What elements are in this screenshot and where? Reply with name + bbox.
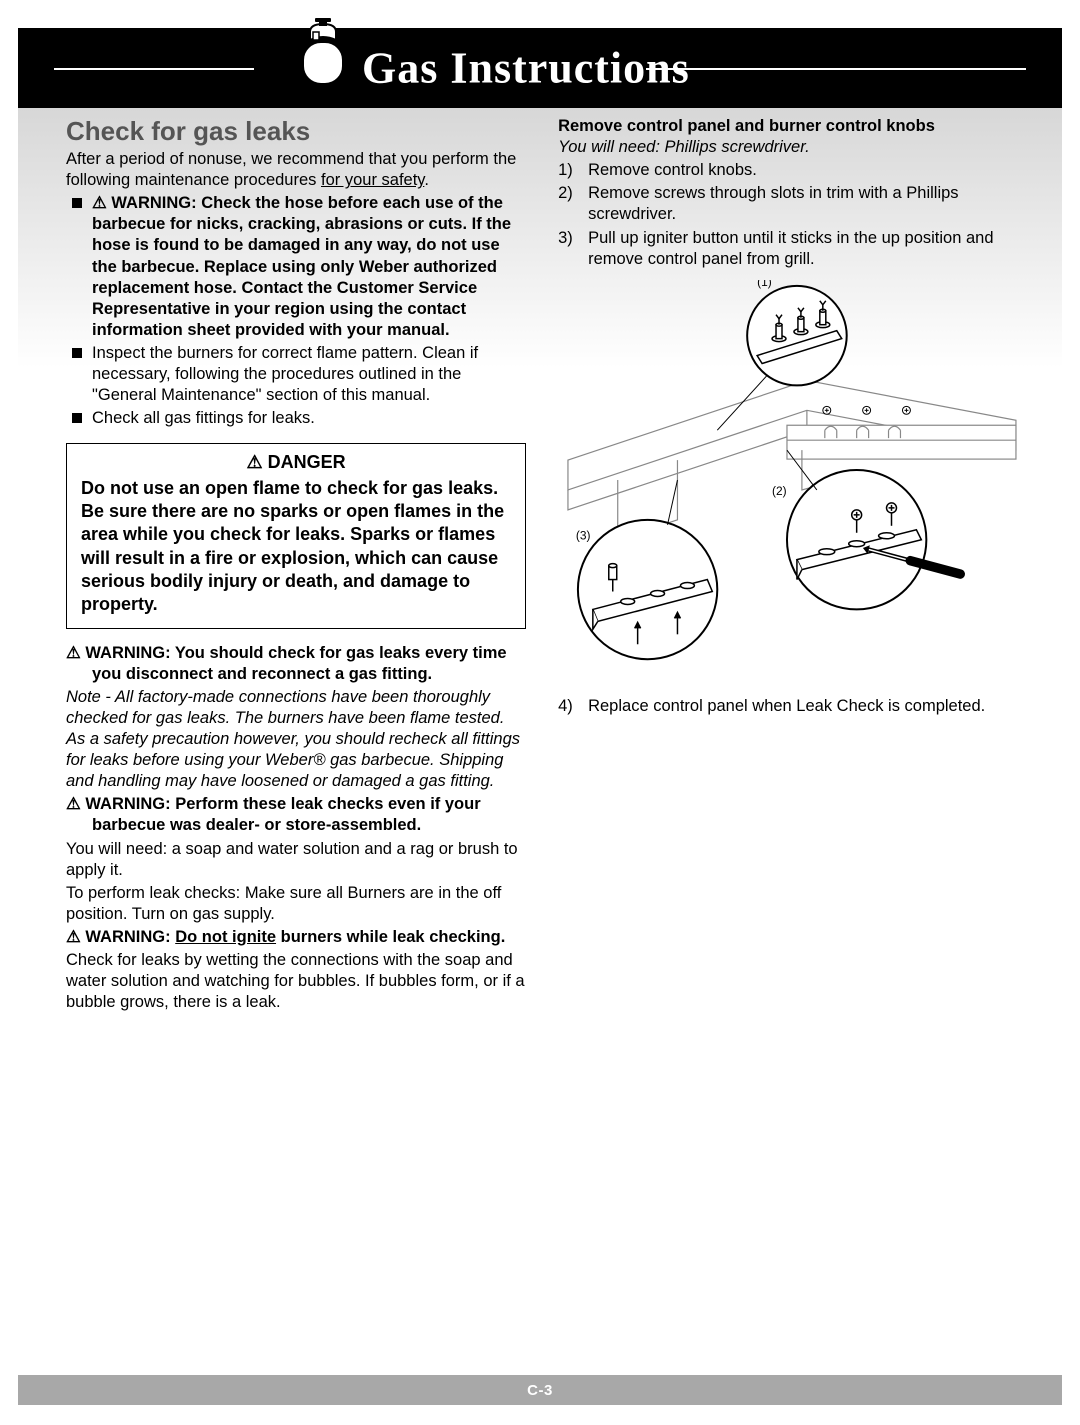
step-number: 4) (558, 696, 573, 717)
content-area: Check for gas leaks After a period of no… (18, 108, 1062, 1015)
page-number: C-3 (527, 1382, 553, 1399)
step-text: Replace control panel when Leak Check is… (588, 697, 985, 715)
danger-label: ⚠ DANGER (81, 452, 511, 473)
steps-list: 1) Remove control knobs. 2) Remove screws … (558, 160, 1026, 270)
warning-3-text: WARNING: Perform these leak checks even … (85, 795, 480, 834)
header-band: Gas Instructions (18, 28, 1062, 108)
warning-2-text: WARNING: You should check for gas leaks … (85, 644, 506, 683)
note-text: Note - All factory-made connections have… (66, 687, 526, 793)
danger-text: Do not use an open flame to check for ga… (81, 477, 511, 615)
step-number: 2) (558, 183, 573, 204)
bullet-item: ⚠ WARNING: Check the hose before each us… (66, 193, 526, 341)
warn-icon: ⚠ (66, 644, 81, 662)
bullet-text: Inspect the burners for correct flame pa… (92, 344, 478, 404)
warn4-a: WARNING: (85, 928, 175, 946)
header-title: Gas Instructions (362, 43, 690, 94)
warn-icon: ⚠ (66, 928, 81, 946)
warning-3: ⚠ WARNING: Perform these leak checks eve… (66, 794, 526, 836)
footer-bar: C-3 (18, 1375, 1062, 1405)
step-text: Remove screws through slots in trim with… (588, 184, 958, 223)
right-subhead: Remove control panel and burner control … (558, 116, 1026, 137)
callout-1-label: (1) (757, 280, 772, 289)
propane-tank-icon (296, 18, 350, 96)
section-title: Check for gas leaks (66, 116, 526, 147)
header-rule-left (54, 68, 254, 70)
step-number: 3) (558, 228, 573, 249)
bottom-pad (0, 1405, 1080, 1425)
callout-3-label: (3) (576, 528, 591, 542)
left-column: Check for gas leaks After a period of no… (66, 116, 534, 1015)
step-text: Pull up igniter button until it sticks i… (588, 229, 993, 268)
warning-2: ⚠ WARNING: You should check for gas leak… (66, 643, 526, 685)
danger-box: ⚠ DANGER Do not use an open flame to che… (66, 443, 526, 628)
step-item: 4) Replace control panel when Leak Check … (558, 696, 1026, 717)
step-item: 2) Remove screws through slots in trim wi… (558, 183, 1026, 225)
perform-text: To perform leak checks: Make sure all Bu… (66, 883, 526, 925)
right-need: You will need: Phillips screwdriver. (558, 137, 1026, 158)
step-item: 3) Pull up igniter button until it sticks… (558, 228, 1026, 270)
need-text: You will need: a soap and water solution… (66, 839, 526, 881)
warn-icon: ⚠ (66, 795, 81, 813)
intro-text: After a period of nonuse, we recommend t… (66, 149, 526, 191)
warn4-underline: Do not ignite (175, 928, 276, 946)
warn-icon: ⚠ (92, 194, 107, 212)
right-column: Remove control panel and burner control … (558, 116, 1026, 1015)
step-number: 1) (558, 160, 573, 181)
diagram: (1) (558, 280, 1026, 680)
intro-a: After a period of nonuse, we recommend t… (66, 150, 516, 189)
danger-word: DANGER (268, 452, 346, 472)
check-text: Check for leaks by wetting the connectio… (66, 950, 526, 1013)
page: Gas Instructions Check for gas leaks Aft… (0, 28, 1080, 1425)
bullet-item: Check all gas fittings for leaks. (66, 408, 526, 429)
warn-icon: ⚠ (246, 452, 262, 472)
header-rule-right (646, 68, 1026, 70)
bullet-list: ⚠ WARNING: Check the hose before each us… (66, 193, 526, 429)
step-text: Remove control knobs. (588, 161, 757, 179)
bullet-text: Check all gas fittings for leaks. (92, 409, 315, 427)
callout-2-label: (2) (772, 484, 787, 498)
warning-bullet-1: ⚠ WARNING: Check the hose before each us… (92, 194, 511, 339)
step-4-list: 4) Replace control panel when Leak Check … (558, 696, 1026, 717)
warning-4: ⚠ WARNING: Do not ignite burners while l… (66, 927, 526, 948)
bullet-text: WARNING: Check the hose before each use … (92, 194, 511, 339)
warn4-b: burners while leak checking. (276, 928, 505, 946)
intro-b: . (424, 171, 429, 189)
intro-underline: for your safety (321, 171, 424, 189)
step-item: 1) Remove control knobs. (558, 160, 1026, 181)
bullet-item: Inspect the burners for correct flame pa… (66, 343, 526, 406)
